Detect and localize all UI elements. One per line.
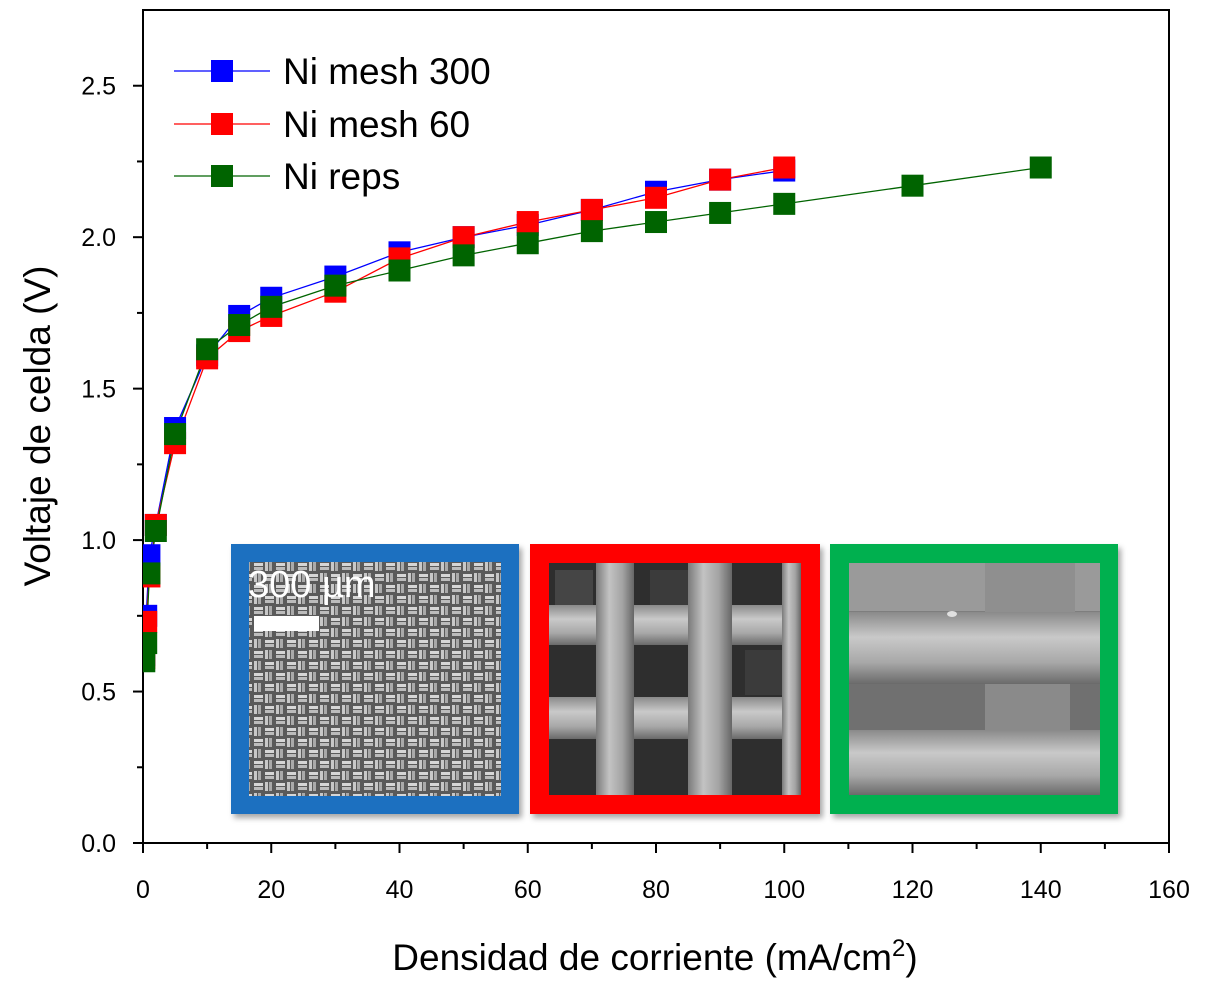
- x-tick-label: 140: [1020, 876, 1062, 904]
- data-point: [196, 338, 219, 361]
- data-point: [452, 226, 475, 249]
- y-tick-label: 2.5: [81, 73, 116, 101]
- data-point: [324, 274, 347, 297]
- x-tick-label: 40: [386, 876, 414, 904]
- legend-marker: [211, 113, 233, 135]
- data-point: [709, 168, 732, 191]
- data-point: [228, 314, 251, 337]
- y-tick-labels: 0.0 0.5 1.0 1.5 2.0 2.5: [81, 73, 116, 858]
- inset-coarse-mesh: [530, 544, 820, 814]
- inset-fine-mesh: [231, 544, 519, 814]
- x-tick-label: 120: [892, 876, 934, 904]
- y-tick-label: 2.0: [81, 224, 116, 252]
- data-point: [773, 192, 796, 215]
- data-point: [164, 423, 187, 446]
- data-point: [645, 211, 667, 234]
- series-layer: [143, 156, 1052, 673]
- data-point: [580, 198, 603, 221]
- data-point: [143, 632, 158, 655]
- x-tick-labels: 0 20 40 60 80 100 120 140 160: [136, 876, 1190, 904]
- scale-bar: 300 µm: [248, 564, 376, 631]
- scale-bar-line: [254, 616, 319, 631]
- data-point: [773, 156, 796, 179]
- data-point: [143, 650, 156, 673]
- x-tick-label: 80: [642, 876, 670, 904]
- x-tick-label: 60: [514, 876, 542, 904]
- y-tick-label: 1.0: [81, 527, 116, 555]
- data-point: [452, 244, 475, 267]
- data-point: [1029, 156, 1052, 179]
- data-point: [260, 295, 283, 318]
- data-point: [143, 544, 161, 567]
- legend-label: Ni reps: [283, 156, 400, 197]
- inset-reps-weave: [830, 544, 1118, 814]
- x-axis-title: Densidad de corriente (mA/cm2): [392, 935, 917, 978]
- x-tick-label: 0: [136, 876, 150, 904]
- legend-label: Ni mesh 60: [283, 104, 470, 145]
- data-point: [516, 232, 539, 255]
- data-point: [143, 610, 158, 633]
- data-point: [516, 211, 539, 234]
- x-tick-label: 160: [1148, 876, 1190, 904]
- scale-bar-label: 300 µm: [248, 564, 376, 606]
- data-point: [645, 186, 667, 209]
- legend-label: Ni mesh 300: [283, 51, 491, 92]
- x-tick-label: 20: [257, 876, 285, 904]
- data-point: [388, 259, 411, 282]
- y-tick-label: 1.5: [81, 376, 116, 404]
- y-tick-label: 0.0: [81, 830, 116, 858]
- legend-marker: [211, 165, 233, 187]
- data-point: [144, 520, 167, 543]
- data-point: [709, 201, 732, 224]
- data-point: [580, 220, 603, 243]
- x-tick-label: 100: [763, 876, 805, 904]
- y-axis-title: Voltaje de celda (V): [17, 266, 58, 587]
- y-tick-label: 0.5: [81, 679, 116, 707]
- data-point: [901, 174, 924, 197]
- data-point: [143, 562, 161, 585]
- legend: Ni mesh 300 Ni mesh 60 Ni reps: [174, 51, 491, 197]
- legend-marker: [211, 60, 233, 82]
- axis-ticks: [133, 84, 1170, 853]
